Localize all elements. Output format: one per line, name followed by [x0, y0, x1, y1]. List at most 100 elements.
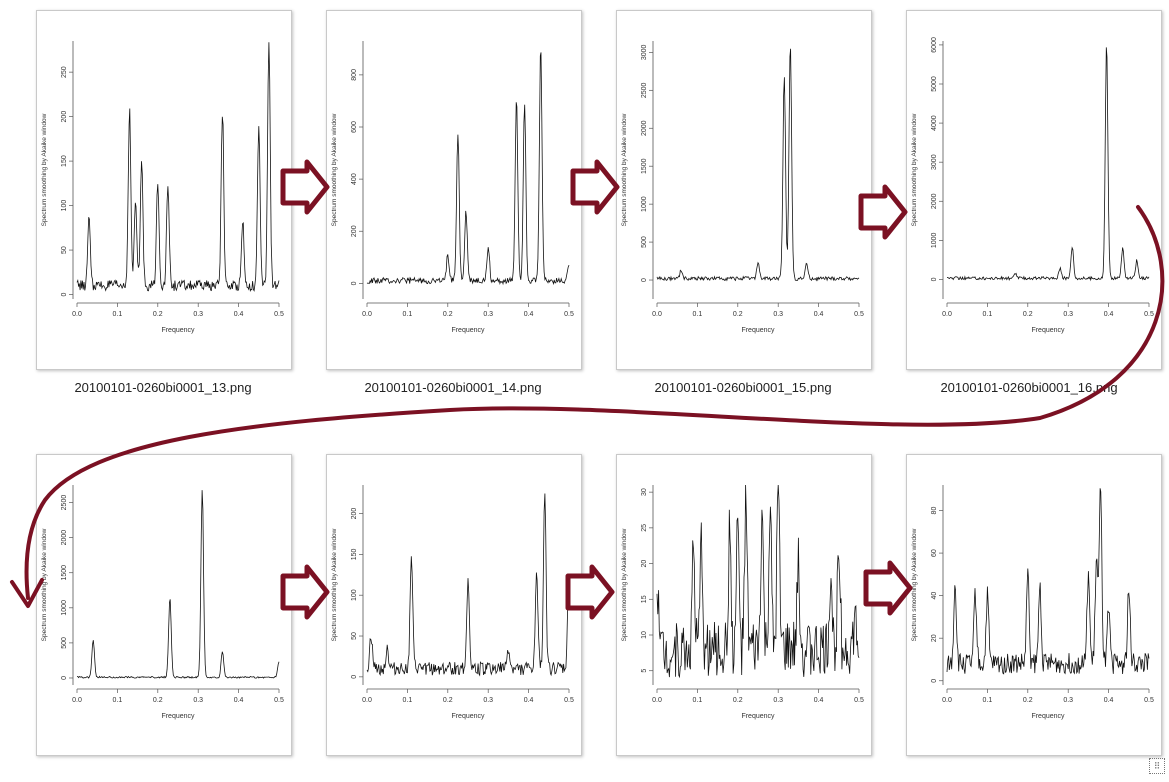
y-tick-label: 600 [351, 121, 358, 133]
spectrum-line [656, 48, 860, 282]
x-tick-label: 0.3 [1063, 311, 1073, 318]
y-tick-label: 150 [61, 155, 68, 167]
y-tick-label: 10 [641, 631, 648, 639]
right-arrow-icon [863, 560, 913, 616]
y-tick-label: 50 [61, 246, 68, 254]
chart-panel-17: 0.0 0.1 0.2 0.3 0.4 0.5 0 500 1000 1500 2000 2500 Fr… [36, 454, 292, 756]
x-tick-label: 0.1 [113, 311, 123, 318]
x-tick-label: 0.5 [564, 697, 574, 704]
x-tick-label: 0.0 [652, 697, 662, 704]
x-tick-label: 0.4 [1104, 697, 1114, 704]
y-tick-label: 150 [351, 548, 358, 560]
y-tick-label: 0 [351, 675, 358, 679]
x-tick-label: 0.2 [1023, 311, 1033, 318]
x-tick-label: 0.5 [1144, 311, 1154, 318]
x-tick-label: 0.5 [274, 311, 284, 318]
x-tick-label: 0.1 [693, 697, 703, 704]
x-tick-label: 0.0 [72, 697, 82, 704]
x-tick-label: 0.3 [773, 311, 783, 318]
x-tick-label: 0.1 [403, 311, 413, 318]
y-axis-label: Spectrum smoothing by Akaike window [41, 528, 48, 641]
y-tick-label: 1500 [61, 565, 68, 581]
y-tick-label: 60 [931, 549, 938, 557]
x-tick-label: 0.2 [1023, 697, 1033, 704]
chart-17: 0.0 0.1 0.2 0.3 0.4 0.5 0 500 1000 1500 2000 2500 Fr… [41, 485, 284, 720]
y-tick-label: 200 [351, 225, 358, 237]
x-tick-label: 0.3 [193, 697, 203, 704]
y-tick-label: 800 [351, 69, 358, 81]
y-tick-label: 0 [931, 679, 938, 683]
y-tick-label: 200 [351, 508, 358, 520]
x-tick-label: 0.4 [234, 311, 244, 318]
spectrum-line [366, 493, 570, 677]
x-tick-label: 0.1 [983, 311, 993, 318]
y-tick-label: 0 [641, 278, 648, 282]
chart-13: 0.0 0.1 0.2 0.3 0.4 0.5 0 50 100 150 200 250 Frequen… [41, 41, 284, 334]
y-tick-label: 2500 [61, 495, 68, 511]
chart-panel-14: 0.0 0.1 0.2 0.3 0.4 0.5 0 200 400 600 800 Frequency… [326, 10, 582, 370]
y-tick-label: 5000 [931, 76, 938, 92]
x-tick-label: 0.0 [362, 311, 372, 318]
chart-20: 0.0 0.1 0.2 0.3 0.4 0.5 0 20 40 60 80 Frequency Spec… [911, 485, 1154, 720]
y-tick-label: 2000 [641, 120, 648, 136]
y-tick-label: 0 [931, 277, 938, 281]
y-tick-label: 2000 [931, 193, 938, 209]
y-axis-label: Spectrum smoothing by Akaike window [911, 113, 918, 226]
x-tick-label: 0.3 [773, 697, 783, 704]
x-tick-label: 0.5 [564, 311, 574, 318]
y-tick-label: 4000 [931, 115, 938, 131]
chart-16: 0.0 0.1 0.2 0.3 0.4 0.5 0 1000 2000 3000 4000 5000 6… [911, 37, 1154, 334]
x-axis-label: Frequency [161, 713, 195, 720]
chart-panel-13: 0.0 0.1 0.2 0.3 0.4 0.5 0 50 100 150 200 250 Frequen… [36, 10, 292, 370]
caption-16: 20100101-0260bi0001_16.png [940, 380, 1118, 395]
x-axis-label: Frequency [1031, 713, 1065, 720]
x-axis-label: Frequency [741, 327, 775, 334]
spectrum-line [946, 488, 1150, 675]
x-tick-label: 0.2 [733, 697, 743, 704]
x-tick-label: 0.1 [983, 697, 993, 704]
x-tick-label: 0.1 [693, 311, 703, 318]
caption-15: 20100101-0260bi0001_15.png [654, 380, 832, 395]
y-axis-label: Spectrum smoothing by Akaike window [41, 113, 48, 226]
spectrum-line [76, 42, 280, 293]
x-tick-label: 0.4 [524, 697, 534, 704]
chart-panel-15: 0.0 0.1 0.2 0.3 0.4 0.5 0 500 1000 1500 2000 2500 30… [616, 10, 872, 370]
y-tick-label: 1000 [61, 600, 68, 616]
x-tick-label: 0.4 [1104, 311, 1114, 318]
y-tick-label: 80 [931, 507, 938, 515]
grid-icon: ⠿ [1149, 758, 1165, 774]
x-axis-label: Frequency [451, 713, 485, 720]
x-tick-label: 0.4 [814, 311, 824, 318]
caption-13: 20100101-0260bi0001_13.png [74, 380, 252, 395]
x-tick-label: 0.3 [483, 697, 493, 704]
y-tick-label: 400 [351, 173, 358, 185]
chart-panel-18: 0.0 0.1 0.2 0.3 0.4 0.5 0 50 100 150 200 Frequency S… [326, 454, 582, 756]
chart-19: 0.0 0.1 0.2 0.3 0.4 0.5 5 10 15 20 25 30 Frequency Sp… [621, 484, 864, 720]
chart-14: 0.0 0.1 0.2 0.3 0.4 0.5 0 200 400 600 800 Frequency… [331, 41, 574, 334]
x-axis-label: Frequency [741, 713, 775, 720]
y-tick-label: 500 [641, 236, 648, 248]
spectrum-line [946, 47, 1150, 282]
y-tick-label: 0 [61, 676, 68, 680]
x-tick-label: 0.4 [234, 697, 244, 704]
x-tick-label: 0.3 [483, 311, 493, 318]
spectrum-line [656, 484, 860, 679]
y-tick-label: 3000 [931, 154, 938, 170]
x-tick-label: 0.5 [854, 311, 864, 318]
y-tick-label: 1000 [931, 232, 938, 248]
y-tick-label: 20 [931, 634, 938, 642]
x-tick-label: 0.1 [113, 697, 123, 704]
y-tick-label: 15 [641, 595, 648, 603]
x-tick-label: 0.3 [1063, 697, 1073, 704]
y-tick-label: 50 [351, 632, 358, 640]
x-axis-label: Frequency [1031, 327, 1065, 334]
y-tick-label: 30 [641, 488, 648, 496]
y-tick-label: 1500 [641, 158, 648, 174]
x-tick-label: 0.1 [403, 697, 413, 704]
chart-panel-16: 0.0 0.1 0.2 0.3 0.4 0.5 0 1000 2000 3000 4000 5000 6… [906, 10, 1162, 370]
x-tick-label: 0.2 [153, 697, 163, 704]
x-tick-label: 0.0 [942, 311, 952, 318]
x-tick-label: 0.0 [72, 311, 82, 318]
x-tick-label: 0.2 [443, 697, 453, 704]
y-axis-label: Spectrum smoothing by Akaike window [331, 113, 338, 226]
